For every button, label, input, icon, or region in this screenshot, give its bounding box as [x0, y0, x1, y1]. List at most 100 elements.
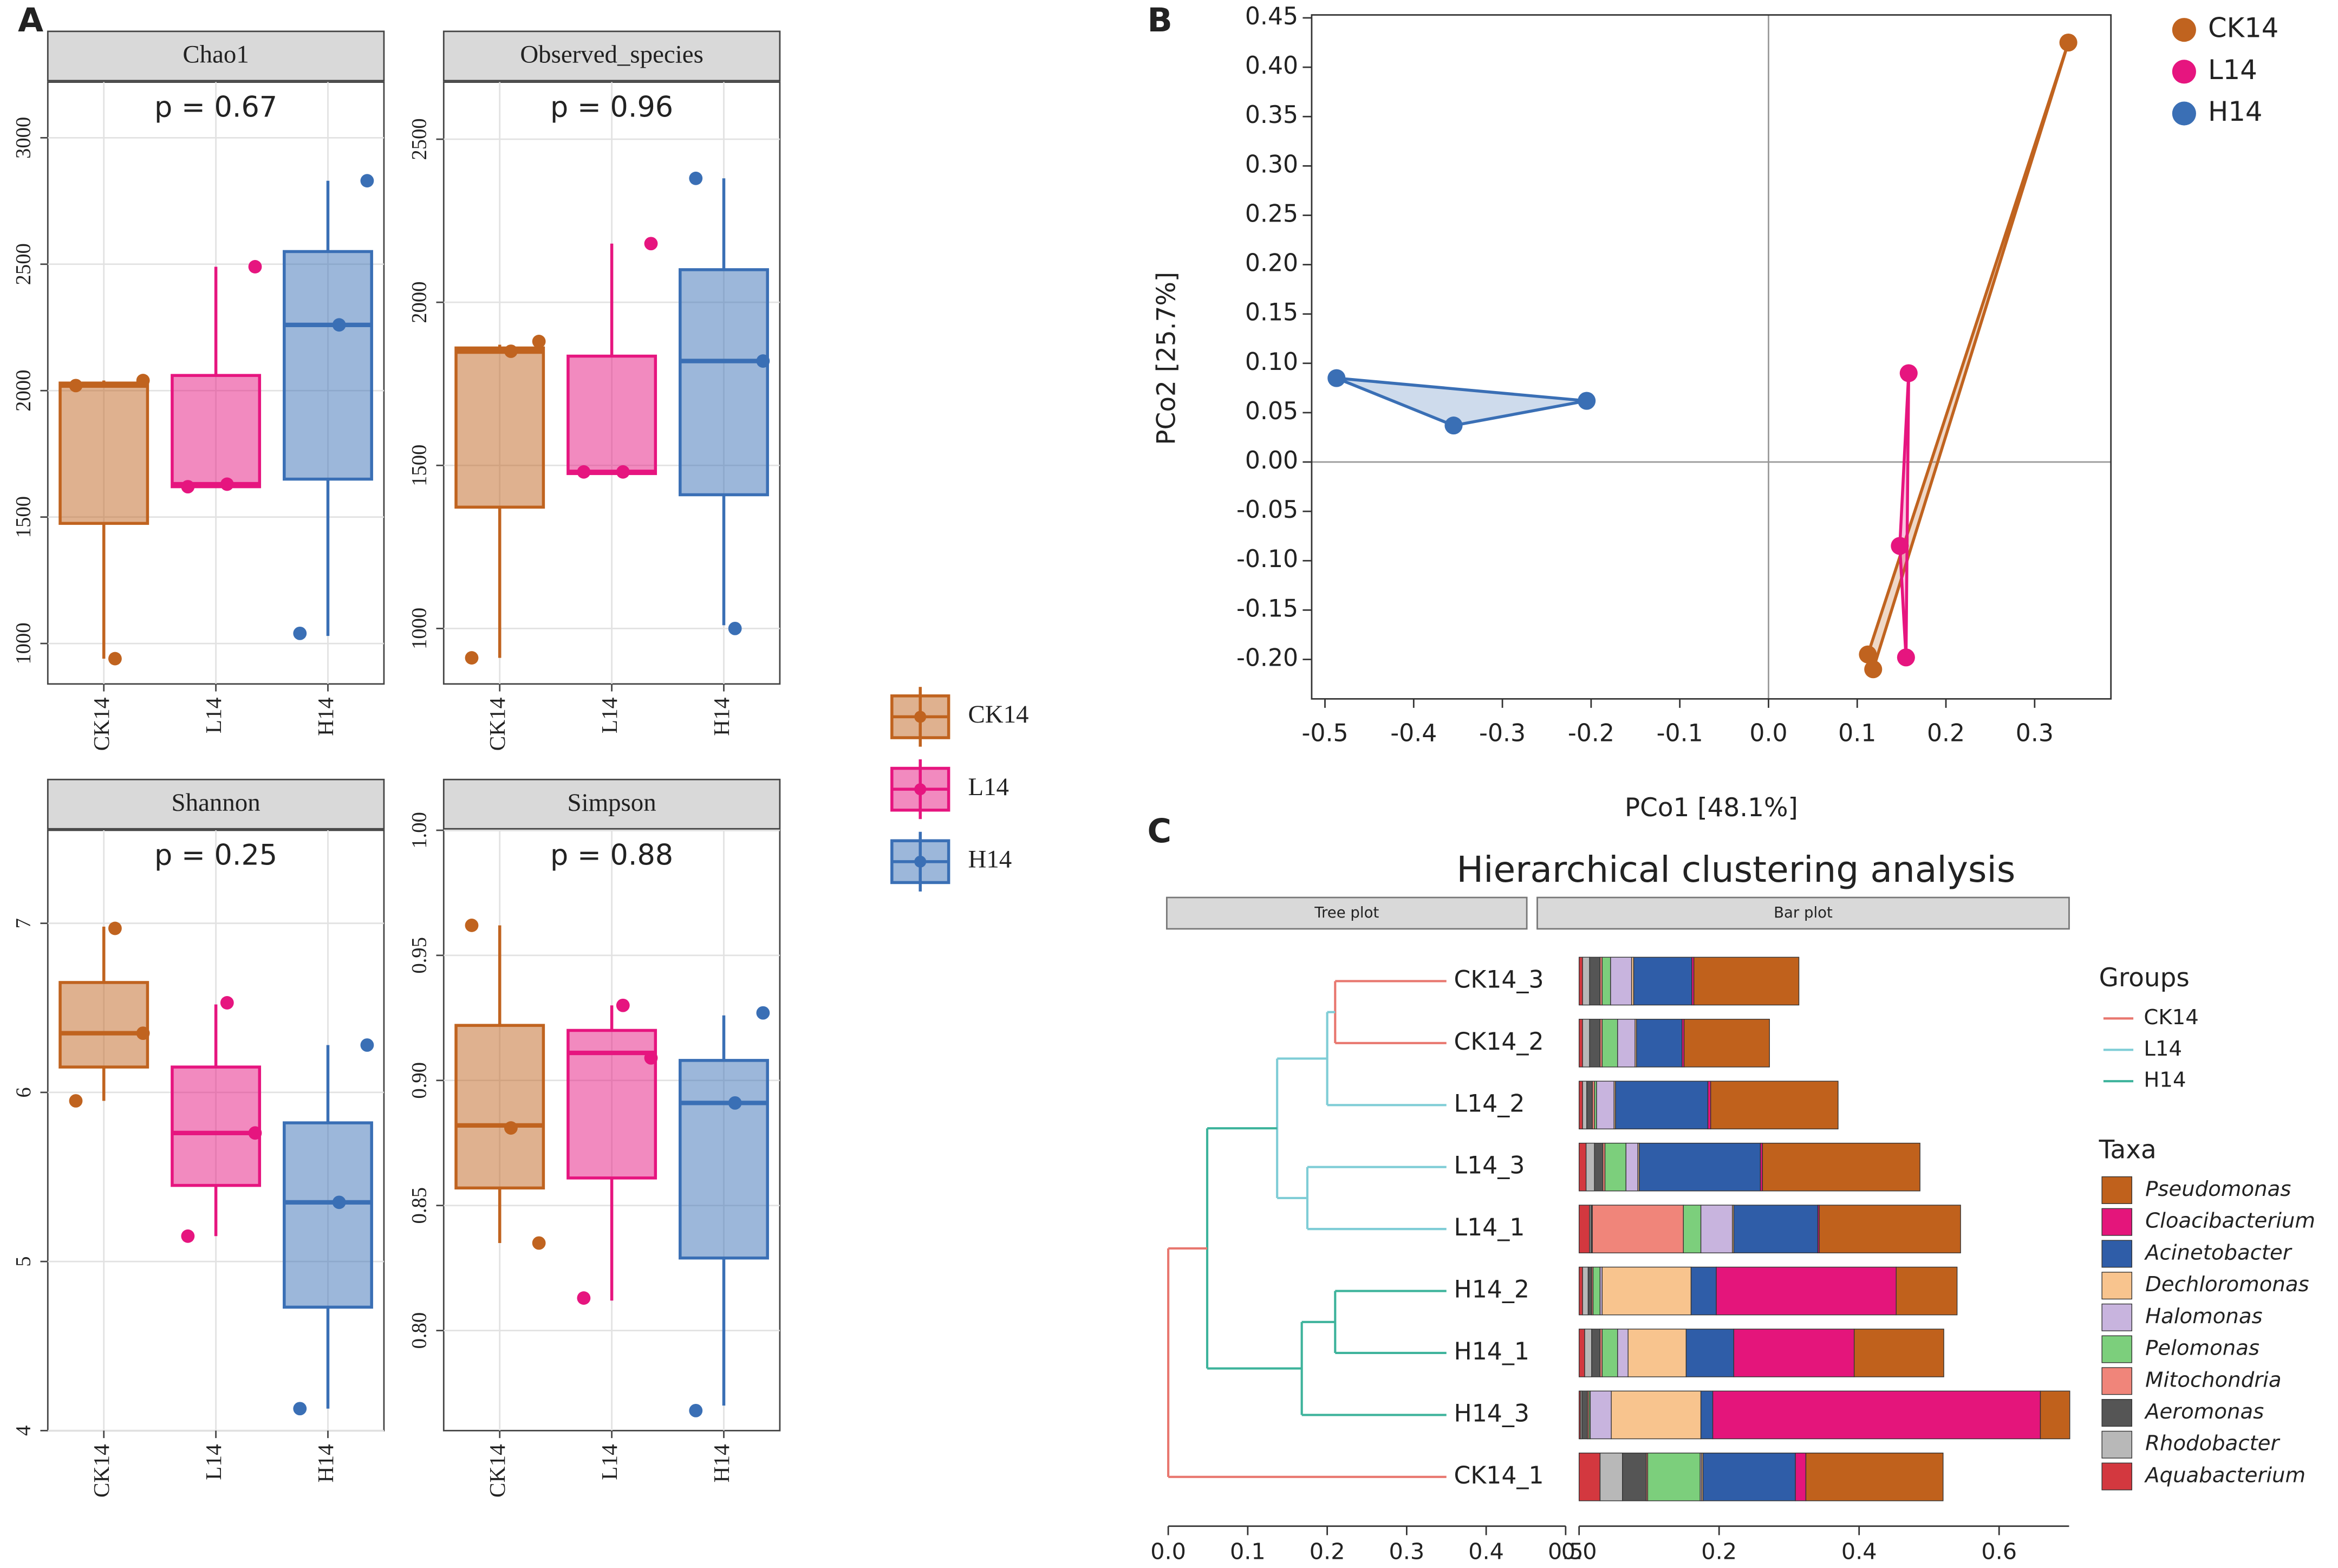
bar-segment [1582, 957, 1590, 1006]
data-point [616, 465, 630, 479]
legend-label: CK14 [968, 700, 1028, 728]
data-point [136, 374, 150, 387]
legend-key [2101, 1399, 2133, 1427]
annotation: p = 0.96 [550, 90, 673, 123]
bar-segment [1601, 1019, 1618, 1068]
legend-label: CK14 [2144, 1005, 2198, 1030]
x-tick-label: -0.5 [1301, 720, 1348, 747]
data-point [360, 1038, 374, 1052]
x-tick-label: 0.0 [1749, 720, 1787, 747]
x-tick-label: H14 [709, 697, 734, 736]
data-point [504, 1121, 518, 1135]
y-tick-label: 1500 [12, 496, 35, 538]
legend-label: H14 [2208, 96, 2262, 127]
bar-segment [1589, 1019, 1601, 1068]
x-tick-label: L14 [597, 697, 622, 733]
data-point [2059, 34, 2078, 52]
bar-segment [1795, 1453, 1807, 1501]
x-tick-label: H14 [709, 1444, 734, 1483]
strip [442, 30, 781, 82]
x-tick-label: -0.2 [1568, 720, 1614, 747]
data-point [360, 174, 374, 188]
y-tick-label: 5 [12, 1256, 35, 1266]
x-tick-label: 0.2 [1927, 720, 1965, 747]
bar-segment [1762, 1142, 1920, 1192]
legend-key [2101, 1176, 2133, 1204]
chart-title: Hierarchical clustering analysis [1456, 849, 2015, 890]
box [679, 1059, 769, 1260]
y-tick-label: 4 [12, 1426, 35, 1436]
data-point [1897, 648, 1915, 667]
x-tick-label: CK14 [485, 697, 510, 751]
data-point [465, 919, 479, 932]
annotation: p = 0.25 [154, 839, 277, 872]
data-point [616, 998, 630, 1012]
x-tick-label: 0.0 [1150, 1538, 1186, 1564]
legend-label: L14 [2144, 1037, 2182, 1061]
bar-segment [1579, 1453, 1601, 1501]
bar-segment [1622, 1453, 1647, 1501]
legend-label: Acinetobacter [2144, 1240, 2293, 1265]
bar-segment [1683, 1205, 1702, 1253]
bar-segment [1633, 957, 1692, 1006]
legend-title: Groups [2099, 963, 2190, 993]
box [454, 1024, 545, 1190]
bar-segment [1601, 1266, 1692, 1316]
legend-marker [2172, 18, 2196, 42]
leaf-label: H14_3 [1454, 1400, 1529, 1427]
panel-title: Chao1 [183, 41, 249, 69]
data-point [248, 1126, 262, 1140]
bar-segment [1896, 1266, 1958, 1316]
x-tick-label: CK14 [89, 1444, 114, 1498]
legend-key [2101, 1430, 2133, 1459]
bar-segment [1582, 1019, 1590, 1068]
leaf-label: L14_2 [1454, 1090, 1525, 1117]
legend-label: Pelomonas [2145, 1336, 2259, 1361]
legend-marker [2172, 60, 2196, 84]
x-tick-label: 0.0 [1561, 1538, 1597, 1564]
data-point [1859, 645, 1877, 663]
box [283, 1121, 373, 1309]
bar-segment [1590, 1390, 1612, 1440]
y-tick-label: 0.40 [1245, 52, 1298, 80]
data-point [644, 237, 658, 251]
strip [47, 778, 385, 830]
legend-label: H14 [968, 845, 1012, 874]
y-tick-label: 0.45 [1245, 3, 1298, 30]
legend-key [2101, 1335, 2133, 1363]
panel-label: A [18, 2, 43, 40]
data-point [108, 921, 122, 935]
legend-label: CK14 [2208, 12, 2278, 44]
bar-segment [1579, 1081, 1583, 1130]
data-point [181, 1229, 195, 1243]
x-tick-label: H14 [313, 697, 338, 736]
data-point [248, 260, 262, 274]
x-axis-label: PCo1 [48.1%] [1625, 793, 1798, 823]
bar-segment [1636, 1019, 1683, 1068]
y-tick-label: 7 [12, 918, 35, 928]
legend-key [2101, 1303, 2133, 1331]
y-tick-label: -0.10 [1236, 545, 1298, 573]
group-hull [1335, 376, 1588, 427]
bar-segment [1589, 957, 1601, 1006]
legend-label: H14 [2144, 1068, 2186, 1092]
bar-segment [1592, 1205, 1684, 1253]
data-point [293, 626, 307, 640]
bar-segment [1579, 1142, 1587, 1192]
bar-segment [1647, 1453, 1701, 1501]
bar-segment [1693, 957, 1800, 1006]
bar-segment [2040, 1390, 2070, 1440]
y-tick-label: 0.05 [1245, 398, 1298, 425]
legend-key [2101, 1208, 2133, 1236]
bar-segment [1585, 1142, 1595, 1192]
bar-segment [1805, 1453, 1944, 1501]
data-point [1864, 660, 1883, 679]
leaf-label: CK14_2 [1454, 1028, 1544, 1056]
y-tick-label: 6 [12, 1087, 35, 1097]
x-tick-label: 0.1 [1838, 720, 1876, 747]
panel-title: Observed_species [520, 41, 704, 69]
bar-segment [1625, 1142, 1638, 1192]
y-tick-label: 3000 [12, 117, 35, 159]
data-point [644, 1051, 658, 1065]
box [171, 1065, 262, 1187]
